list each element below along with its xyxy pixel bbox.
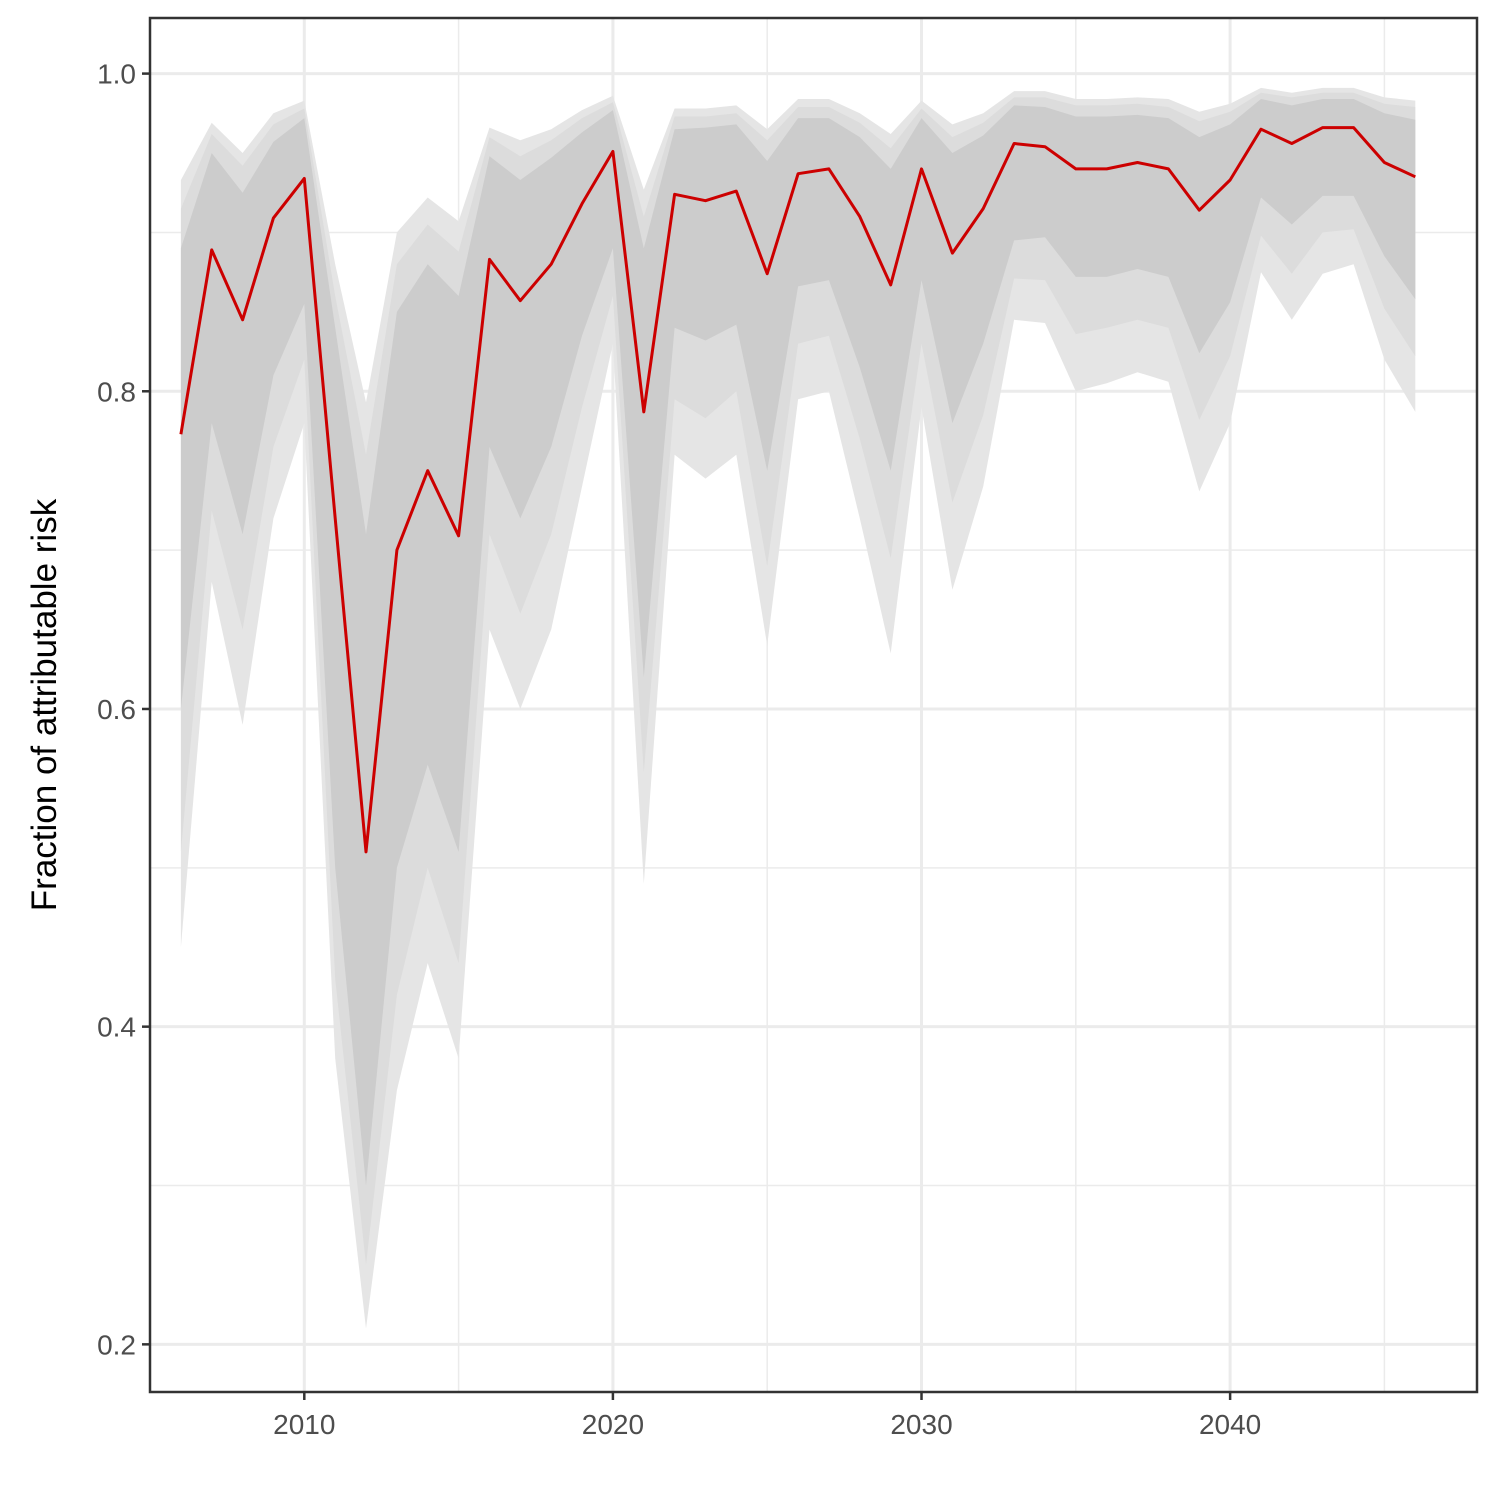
median-line bbox=[179, 126, 1416, 854]
x-tick-label: 2020 bbox=[582, 1409, 644, 1440]
uncertainty-bands bbox=[180, 87, 1416, 1329]
plot-panel-border bbox=[148, 16, 1479, 1394]
y-tick-label: 0.6 bbox=[97, 694, 136, 725]
y-tick-label: 0.2 bbox=[97, 1329, 136, 1360]
axis-ticks bbox=[142, 72, 1232, 1400]
x-tick-label: 2030 bbox=[890, 1409, 952, 1440]
x-tick-label: 2040 bbox=[1199, 1409, 1261, 1440]
y-tick-label: 1.0 bbox=[97, 59, 136, 90]
y-axis-title: Fraction of attributable risk bbox=[25, 498, 64, 911]
y-tick-label: 0.4 bbox=[97, 1012, 136, 1043]
y-tick-label: 0.8 bbox=[97, 376, 136, 407]
axis-tick-labels: 2010 2020 2030 2040 0.2 0.4 0.6 0.8 1.0 bbox=[97, 59, 1261, 1440]
median-line-group bbox=[179, 126, 1416, 854]
band-inner bbox=[180, 99, 1416, 1186]
x-tick-label: 2010 bbox=[273, 1409, 335, 1440]
